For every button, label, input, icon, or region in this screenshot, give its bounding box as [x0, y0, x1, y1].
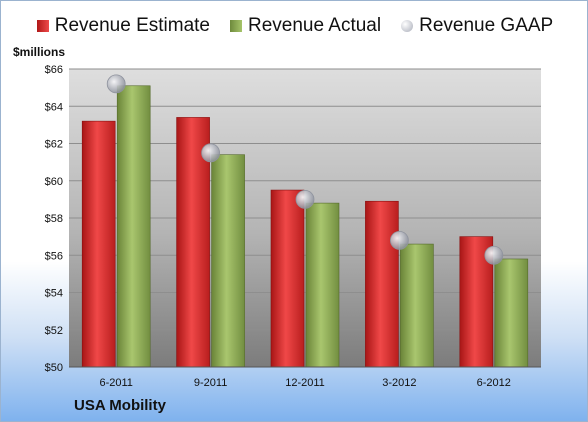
y-tick-label: $60 — [45, 176, 63, 188]
legend-item-estimate: Revenue Estimate — [36, 15, 210, 37]
marker-revenue-gaap — [295, 189, 315, 209]
marker-revenue-gaap — [106, 74, 126, 94]
legend: Revenue Estimate Revenue Actual Revenue … — [1, 15, 587, 37]
legend-item-gaap: Revenue GAAP — [401, 15, 553, 37]
bar-revenue-estimate — [81, 120, 116, 368]
x-tick-label: 9-2011 — [194, 377, 227, 389]
bar-revenue-estimate — [365, 200, 399, 368]
legend-item-actual: Revenue Actual — [230, 15, 381, 37]
y-tick-label: $64 — [45, 101, 63, 113]
y-tick-label: $62 — [45, 139, 63, 151]
y-tick-label: $56 — [45, 250, 63, 262]
legend-swatch-gaap — [401, 20, 414, 32]
legend-swatch-estimate — [36, 20, 49, 32]
x-tick-label: 12-2011 — [285, 377, 325, 389]
bar-revenue-actual — [305, 202, 340, 368]
legend-swatch-actual — [230, 20, 242, 32]
y-axis-title: $millions — [13, 45, 66, 59]
x-tick-label: 6-2012 — [477, 377, 511, 389]
bar-revenue-actual — [116, 85, 151, 368]
bar-revenue-actual — [494, 258, 529, 368]
y-tick-label: $66 — [45, 64, 63, 76]
legend-label-gaap: Revenue GAAP — [419, 15, 554, 36]
y-tick-label: $58 — [45, 213, 63, 225]
company-name: USA Mobility — [74, 397, 166, 414]
bar-revenue-actual — [400, 243, 434, 368]
bar-revenue-estimate — [270, 189, 305, 368]
x-tick-label: 6-2011 — [99, 377, 132, 389]
marker-revenue-gaap — [484, 245, 504, 265]
marker-revenue-gaap — [389, 230, 409, 250]
y-tick-label: $50 — [45, 362, 63, 374]
y-tick-label: $52 — [45, 325, 63, 337]
legend-label-estimate: Revenue Estimate — [54, 15, 210, 36]
bar-revenue-actual — [211, 154, 245, 368]
y-tick-label: $54 — [45, 288, 63, 300]
x-tick-label: 3-2012 — [382, 377, 416, 389]
legend-label-actual: Revenue Actual — [248, 15, 382, 36]
marker-revenue-gaap — [201, 143, 221, 163]
